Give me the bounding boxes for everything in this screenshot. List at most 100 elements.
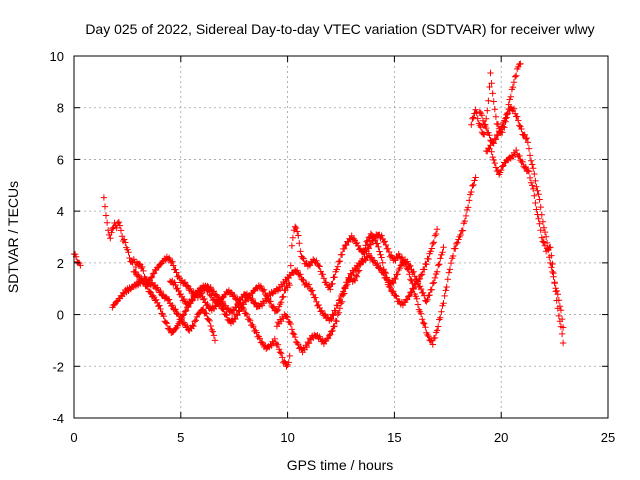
data-point — [551, 262, 554, 264]
data-point — [515, 151, 517, 153]
data-point — [75, 257, 77, 259]
data-point — [105, 215, 107, 217]
data-point — [289, 355, 291, 357]
data-point — [231, 311, 233, 313]
data-point — [128, 288, 131, 290]
series-markers — [468, 60, 524, 138]
data-point — [408, 264, 410, 267]
x-tick-label: 5 — [177, 430, 184, 445]
data-point — [197, 313, 199, 316]
data-point — [485, 151, 487, 153]
x-tick-label: 10 — [280, 430, 294, 445]
data-point — [278, 288, 280, 290]
data-point — [287, 365, 289, 367]
data-point — [519, 158, 522, 161]
data-point — [346, 241, 349, 243]
data-point — [419, 277, 421, 279]
data-point — [297, 345, 299, 347]
data-point — [214, 339, 216, 342]
data-point — [453, 249, 455, 251]
data-point — [355, 267, 357, 269]
data-point — [479, 109, 481, 111]
data-point — [237, 311, 240, 313]
data-point — [498, 174, 500, 176]
data-point — [398, 254, 400, 256]
data-point — [560, 326, 562, 329]
data-point — [107, 231, 109, 233]
data-point — [146, 285, 148, 287]
data-point — [312, 293, 314, 295]
data-point — [171, 306, 173, 308]
data-point — [201, 295, 203, 298]
data-point — [252, 326, 255, 329]
data-point — [366, 241, 368, 243]
data-point — [380, 236, 383, 238]
data-point — [436, 329, 438, 331]
data-point — [227, 308, 229, 310]
data-point — [171, 332, 173, 334]
data-point — [124, 290, 126, 292]
data-point — [210, 288, 212, 290]
data-point — [291, 272, 293, 274]
data-point — [500, 132, 502, 135]
data-point — [357, 272, 359, 274]
data-point — [111, 228, 114, 230]
data-point — [348, 277, 351, 279]
data-point — [178, 290, 180, 292]
data-point — [410, 280, 413, 282]
data-point — [504, 117, 507, 119]
data-point — [479, 125, 481, 127]
data-point — [545, 249, 547, 251]
data-point — [141, 267, 143, 269]
data-point — [402, 303, 404, 305]
data-point — [210, 308, 212, 310]
data-point — [539, 200, 541, 202]
data-point — [193, 324, 195, 326]
data-point — [344, 288, 346, 290]
data-point — [415, 295, 417, 298]
data-point — [314, 334, 316, 336]
data-point — [562, 326, 564, 329]
data-point — [199, 288, 201, 290]
data-point — [293, 334, 295, 336]
data-point — [395, 275, 398, 277]
data-point — [122, 238, 124, 241]
data-point — [419, 311, 421, 313]
data-point — [214, 306, 216, 308]
data-point — [233, 319, 235, 321]
data-point — [383, 267, 385, 269]
y-tick-label: 10 — [50, 49, 64, 64]
x-tick-label: 15 — [387, 430, 401, 445]
data-point — [316, 262, 319, 264]
data-point — [524, 166, 526, 168]
data-point — [163, 295, 165, 298]
series-markers — [483, 142, 567, 347]
chart-title: Day 025 of 2022, Sidereal Day-to-day VTE… — [85, 21, 594, 37]
data-point — [492, 91, 494, 93]
data-point — [124, 241, 126, 243]
y-axis-label: SDTVAR / TECUs — [5, 181, 21, 293]
data-point — [282, 360, 284, 362]
y-tick-label: 0 — [57, 308, 64, 323]
data-point — [509, 99, 511, 101]
x-tick-label: 0 — [70, 430, 77, 445]
series-track-f — [273, 230, 447, 356]
data-point — [321, 272, 323, 274]
data-point — [391, 282, 393, 285]
series-track-h — [476, 104, 567, 331]
data-point — [284, 313, 287, 316]
data-point — [534, 179, 536, 181]
data-point — [158, 264, 161, 267]
data-point — [297, 236, 299, 238]
data-point — [400, 264, 402, 267]
data-point — [113, 223, 116, 225]
data-point — [333, 311, 336, 313]
data-point — [406, 298, 408, 300]
data-point — [489, 70, 492, 73]
data-point — [158, 290, 161, 292]
data-point — [319, 337, 321, 339]
data-point — [507, 158, 509, 161]
data-point — [496, 135, 498, 137]
data-point — [554, 280, 556, 282]
data-point — [242, 303, 244, 305]
